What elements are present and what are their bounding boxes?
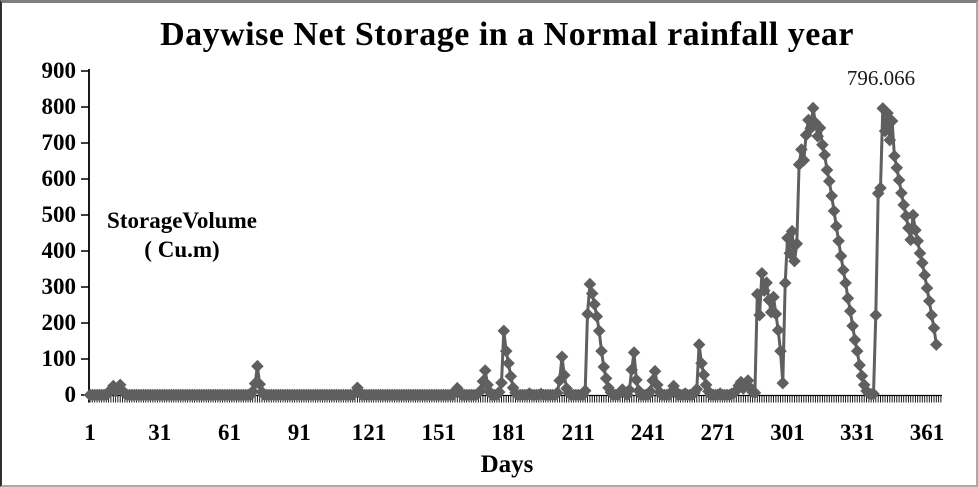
x-tick-label: 31 — [148, 420, 172, 445]
y-tick-label: 900 — [41, 58, 77, 83]
plot-svg — [81, 69, 943, 403]
x-tick-label: 271 — [700, 420, 736, 445]
y-tick-label: 300 — [41, 274, 77, 299]
x-tick-label: 181 — [491, 420, 526, 445]
chart-title: Daywise Net Storage in a Normal rainfall… — [160, 16, 854, 53]
y-tick-label: 100 — [41, 346, 77, 371]
y-tick-label: 200 — [41, 310, 77, 335]
y-tick-label: 600 — [41, 166, 77, 191]
y-axis-unit-line2: ( Cu.m) — [144, 237, 220, 262]
y-tick-label: 400 — [41, 238, 77, 263]
x-axis-title: Days — [480, 451, 534, 478]
y-tick-label: 500 — [41, 202, 77, 227]
x-tick-label: 361 — [909, 420, 945, 445]
y-tick-label: 700 — [41, 130, 77, 155]
x-tick-label: 211 — [561, 420, 595, 445]
y-axis-unit-line1: StorageVolume — [107, 208, 257, 233]
x-tick-label: 331 — [840, 420, 875, 445]
x-tick-label: 121 — [351, 420, 387, 445]
x-tick-label: 151 — [421, 420, 457, 445]
x-tick-label: 91 — [287, 420, 311, 445]
x-tick-label: 301 — [770, 420, 805, 445]
x-tick-label: 241 — [630, 420, 666, 445]
x-tick-label: 1 — [84, 420, 96, 445]
y-tick-label: 800 — [41, 94, 77, 119]
y-axis-ticks — [81, 70, 89, 396]
y-tick-label: 0 — [64, 382, 77, 407]
y-axis-unit-label: StorageVolume ( Cu.m) — [107, 206, 257, 264]
x-tick-label: 61 — [218, 420, 241, 445]
peak-value-annotation: 796.066 — [846, 66, 916, 90]
